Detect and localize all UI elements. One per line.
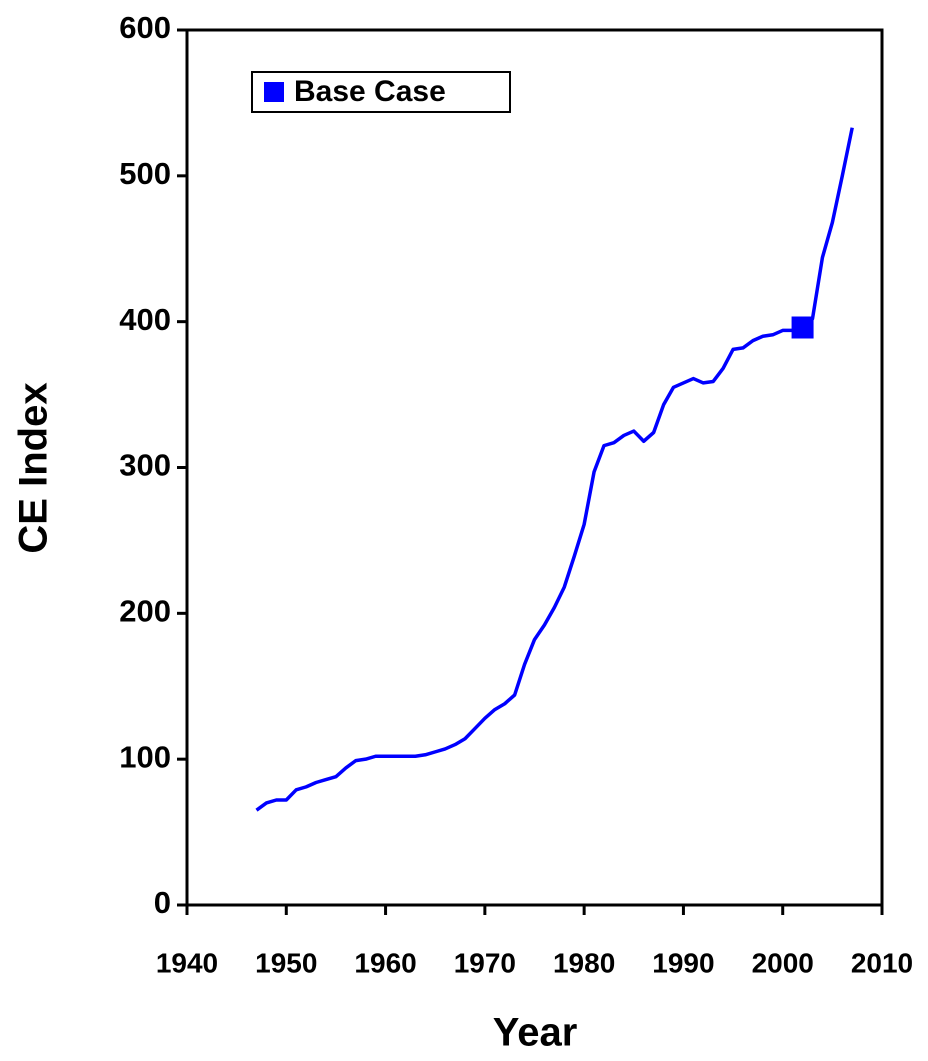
x-tick-label: 1940 xyxy=(156,947,218,978)
x-tick-label: 1950 xyxy=(255,947,317,978)
x-tick-label: 1990 xyxy=(652,947,714,978)
x-tick-label: 2000 xyxy=(752,947,814,978)
line xyxy=(255,127,854,812)
legend-label: Base Case xyxy=(294,75,446,108)
y-tick-label: 400 xyxy=(119,302,171,337)
y-tick-label: 500 xyxy=(119,156,171,191)
x-axis-title: Year xyxy=(493,1011,578,1055)
x-tick-label: 1970 xyxy=(454,947,516,978)
x-tick-label: 2010 xyxy=(851,947,913,978)
y-tick-label: 100 xyxy=(119,739,171,774)
x-tick-label: 1960 xyxy=(354,947,416,978)
legend-marker xyxy=(264,82,284,102)
x-tick-label: 1980 xyxy=(553,947,615,978)
y-tick-label: 0 xyxy=(154,885,171,920)
legend-box xyxy=(251,71,511,113)
plot-frame xyxy=(185,28,884,907)
y-tick-label: 600 xyxy=(119,10,171,45)
marker xyxy=(791,316,814,339)
y-axis-title: CE Index xyxy=(12,382,56,553)
y-tick-label: 300 xyxy=(119,448,171,483)
y-tick-label: 200 xyxy=(119,594,171,629)
